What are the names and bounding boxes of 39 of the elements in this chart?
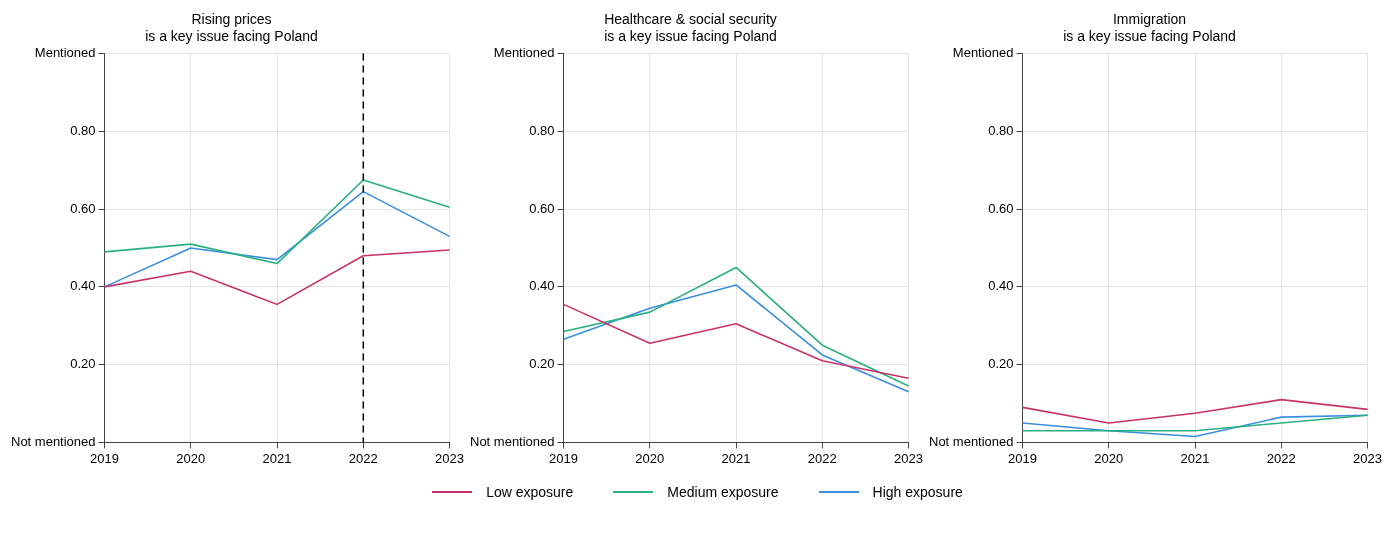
y-tick-label: 0.20 [988, 356, 1014, 372]
y-tick-label: 0.20 [529, 356, 555, 372]
x-tick-label: 2021 [721, 450, 751, 466]
chart-title: Healthcare & social security is a key issue facing Poland [604, 11, 777, 45]
x-tick-label: 2019 [1008, 450, 1038, 466]
y-tick-label: 0.60 [70, 200, 96, 216]
y-tick-label: Not mentioned [928, 433, 1014, 449]
y-tick-label: Not mentioned [10, 433, 96, 449]
x-tick-label: 2021 [1180, 450, 1210, 466]
y-tick-label: 0.80 [70, 122, 96, 138]
x-tick-label: 2023 [1353, 450, 1382, 466]
chart-title: Immigration is a key issue facing Poland [1063, 11, 1236, 45]
y-tick-label: 0.80 [529, 122, 555, 138]
x-tick-label: 2022 [1266, 450, 1296, 466]
x-tick-label: 2020 [176, 450, 206, 466]
chart-title: Rising prices is a key issue facing Poland [145, 11, 318, 45]
y-tick-label: Not mentioned [469, 433, 555, 449]
x-tick-label: 2020 [635, 450, 665, 466]
y-tick-label: 0.40 [529, 278, 555, 294]
x-tick-label: 2022 [348, 450, 378, 466]
x-tick-label: 2020 [1094, 450, 1124, 466]
y-tick-label: 0.40 [988, 278, 1014, 294]
x-tick-label: 2022 [807, 450, 837, 466]
y-tick-label: 0.60 [988, 200, 1014, 216]
y-tick-label: Mentioned [952, 45, 1014, 61]
y-tick-label: 0.40 [70, 278, 96, 294]
y-tick-label: 0.60 [529, 200, 555, 216]
y-tick-label: 0.80 [988, 122, 1014, 138]
x-tick-label: 2019 [549, 450, 579, 466]
x-tick-label: 2021 [262, 450, 292, 466]
y-tick-label: 0.20 [70, 356, 96, 372]
y-tick-label: Mentioned [34, 45, 96, 61]
legend-label: High exposure [872, 484, 963, 500]
x-tick-label: 2023 [435, 450, 464, 466]
legend-label: Low exposure [486, 484, 574, 500]
y-tick-label: Mentioned [493, 45, 555, 61]
x-tick-label: 2019 [90, 450, 120, 466]
x-tick-label: 2023 [894, 450, 923, 466]
legend-label: Medium exposure [667, 484, 779, 500]
